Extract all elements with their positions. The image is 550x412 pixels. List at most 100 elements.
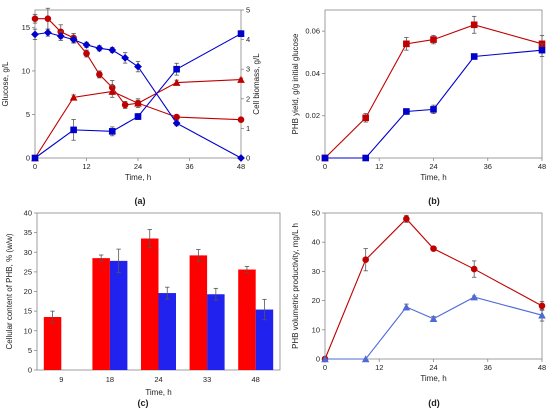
panel-2-y-tick-label: 0.06 <box>305 27 320 36</box>
panel-3-y-tick-label: 0 <box>28 366 32 375</box>
panel-3-y-tick-label: 35 <box>24 228 32 237</box>
panel-2-plot-frame <box>324 9 543 159</box>
panel-1-y2-tick-label: 4 <box>246 35 250 44</box>
panel-1-y2-axis-title: Cell biomass, g/L <box>252 53 261 115</box>
panel-1-series-3-point <box>134 99 142 107</box>
panel-1-series-2-point <box>82 40 91 49</box>
panel-1-series-2-point <box>121 53 130 62</box>
panel-3-y-tick-label: 5 <box>28 346 32 355</box>
panel-2-series-2-point <box>430 106 437 113</box>
panel-1-y-tick-label: 5 <box>26 110 30 119</box>
panel-4-series-1-point <box>362 256 369 264</box>
panel-3-y-tick-label: 40 <box>24 209 32 218</box>
panel-1-y-tick-label: 0 <box>26 154 30 163</box>
panel-4-plot-frame <box>324 212 543 360</box>
panel-4-x-tick-label: 48 <box>538 363 546 372</box>
panel-4-x-tick-label: 12 <box>375 363 383 372</box>
panel-2-x-tick-label: 36 <box>484 162 492 171</box>
panel-3-y-tick-label: 20 <box>24 287 32 296</box>
panel-4-series-2-point <box>321 355 329 363</box>
panel-1-series-2-line <box>34 32 242 159</box>
panel-1-series-1-point <box>31 15 39 23</box>
panel-4-y-tick-label: 40 <box>312 238 320 247</box>
panel-4-x-tick-label: 0 <box>323 363 327 372</box>
panel-2-series-2-point <box>321 154 329 162</box>
panel-4-series-1-line <box>324 218 543 360</box>
panel-1-y2-tick-label: 3 <box>246 65 250 74</box>
panel-1-series-1-point <box>173 113 180 121</box>
panel-4-series-1-point <box>538 302 546 310</box>
panel-1-series-3-point <box>108 87 117 95</box>
panel-2-x-tick-label: 12 <box>375 162 383 171</box>
panel-2-label: (b) <box>428 196 440 206</box>
panel-1-x-tick-label: 0 <box>33 162 37 171</box>
panel-3-label: (c) <box>138 398 149 408</box>
panel-4-series-2-point <box>402 303 411 311</box>
panel-3-x-tick-label: 33 <box>203 375 211 384</box>
panel-1-series-4-point <box>108 128 116 135</box>
panel-4-series-1-point <box>470 265 478 273</box>
panel-1-x-tick-label: 36 <box>185 162 193 171</box>
panel-1-y2-tick-label: 0 <box>246 154 250 163</box>
panel-2-y-tick-label: 0.02 <box>305 111 320 120</box>
panel-3-x-tick-label: 48 <box>252 375 260 384</box>
panel-2-series-1-point <box>470 21 478 29</box>
panel-1-series-1-point <box>96 71 103 78</box>
panel-1-series-3-point <box>237 75 245 83</box>
panel-4-y-tick-label: 30 <box>312 267 320 276</box>
panel-1-series-2-point <box>56 32 65 41</box>
panel-1-series-1-point <box>44 15 52 23</box>
panel-3-bar-series-1 <box>43 317 62 370</box>
panel-4-series-1-point <box>430 245 437 252</box>
panel-2-series-2-point <box>470 53 478 60</box>
panel-4-label: (d) <box>428 398 440 408</box>
panel-4-series-2-point <box>538 311 546 319</box>
panel-3-y-tick-label: 15 <box>24 307 32 316</box>
panel-1-series-1-point <box>237 116 245 123</box>
panel-4-y-tick-label: 0 <box>316 355 320 364</box>
panel-4-series-2-line <box>325 296 543 360</box>
panel-1-x-tick-label: 24 <box>134 162 142 171</box>
panel-2-series-2-point <box>403 108 410 115</box>
panel-1-y2-tick-label: 1 <box>246 124 250 133</box>
panel-1-series-4-point <box>70 126 77 134</box>
panel-1-y-axis-title: Glucose, g/L <box>1 61 10 106</box>
panel-2-series-2-point <box>362 154 369 162</box>
panel-3-bar-series-1 <box>92 258 110 370</box>
panel-1-series-2-point <box>69 35 78 44</box>
panel-2-x-tick-label: 24 <box>429 162 437 171</box>
panel-1-y2-tick-label: 5 <box>246 6 250 15</box>
panel-4-y-tick-label: 20 <box>312 296 320 305</box>
panel-3-y-tick-label: 25 <box>24 267 32 276</box>
panel-2-x-axis-title: Time, h <box>420 173 446 182</box>
panel-1-label: (a) <box>135 196 146 206</box>
panel-1-series-2-point <box>43 28 52 37</box>
panel-4-series-2-point <box>429 314 438 323</box>
panel-4-series-2-point <box>470 293 478 301</box>
panel-1-y-tick-label: 15 <box>22 23 30 32</box>
panel-2-series-1-point <box>430 36 437 43</box>
panel-2-y-axis-title: PHB yield, g/g initial glucose <box>291 33 300 134</box>
panel-3-y-tick-label: 30 <box>24 248 32 257</box>
panel-3-bar-series-2 <box>158 293 176 370</box>
panel-3-x-tick-label: 9 <box>59 375 63 384</box>
panel-4-x-axis-title: Time, h <box>420 374 446 383</box>
panel-1-series-3-point <box>69 93 78 101</box>
panel-2-series-2-point <box>538 46 546 54</box>
panel-1-series-2-point <box>108 46 117 54</box>
panel-1-series-4-point <box>173 65 180 73</box>
panel-3-x-tick-label: 24 <box>154 375 162 384</box>
panel-2-series-1-line <box>324 24 543 159</box>
panel-2-x-tick-label: 0 <box>323 162 327 171</box>
panel-3-x-axis-title: Time, h <box>145 388 171 397</box>
panel-4-x-tick-label: 24 <box>429 363 437 372</box>
panel-3-bar-series-1 <box>238 269 256 370</box>
panel-3-bar-series-2 <box>255 309 274 370</box>
panel-4-y-axis-title: PHB volumetric productivity, mg/L h <box>291 223 300 349</box>
panel-2-series-1-point <box>362 114 369 122</box>
panel-3-y-tick-label: 10 <box>24 326 32 335</box>
panel-1-series-2-point <box>237 154 245 162</box>
panel-1-series-1-point <box>121 101 129 109</box>
panel-1-x-tick-label: 48 <box>237 162 245 171</box>
